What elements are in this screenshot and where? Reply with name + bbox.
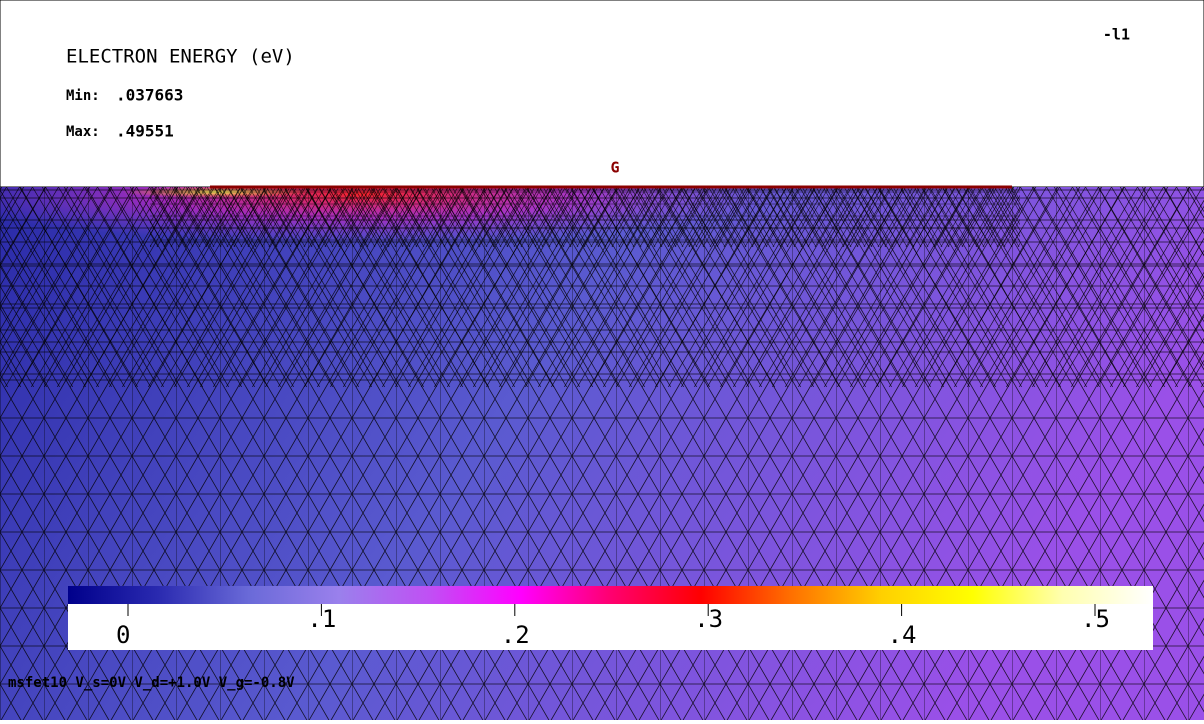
- mesh-fine: [150, 187, 1020, 247]
- colorbar-tick-label: .4: [888, 621, 917, 649]
- colorbar: [68, 586, 1153, 604]
- gate-label: G: [610, 159, 619, 177]
- colorbar-tick-label: .3: [694, 605, 723, 633]
- footer: msfet10 V_s=0V V_d=+1.0V V_g=-0.8V: [8, 675, 295, 691]
- colorbar-tick-label: .1: [307, 605, 336, 633]
- title: ELECTRON ENERGY (eV): [66, 46, 295, 68]
- max-value: .49551: [116, 122, 174, 141]
- min-label: Min:: [66, 88, 100, 104]
- colorbar-tick-label: .5: [1081, 605, 1110, 633]
- corner-label: -l1: [1103, 26, 1130, 44]
- header-box: [0, 0, 1204, 188]
- max-label: Max:: [66, 124, 100, 140]
- colorbar-tick-label: 0: [116, 621, 130, 649]
- colorbar-tick-label: .2: [501, 621, 530, 649]
- min-value: .037663: [116, 86, 183, 105]
- colorbar-labels-box: [68, 604, 1153, 650]
